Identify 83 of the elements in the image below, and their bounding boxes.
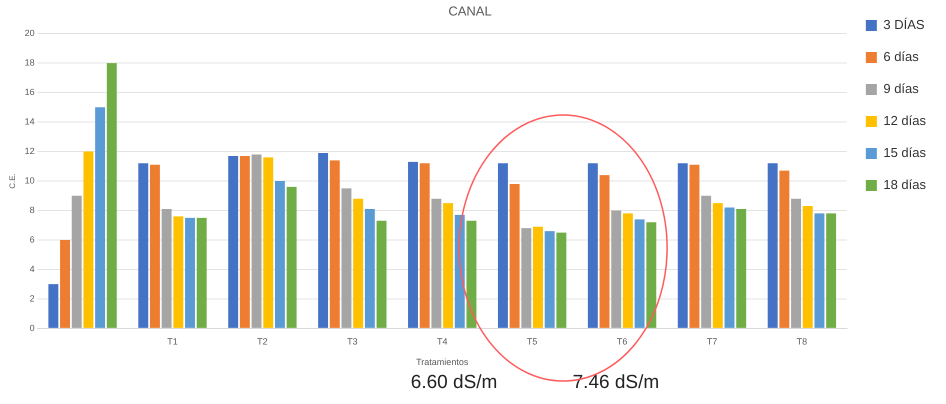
bar	[364, 209, 375, 328]
bar	[466, 220, 476, 328]
x-tick-label: T5	[526, 336, 538, 346]
bar	[498, 163, 508, 328]
bar	[420, 163, 430, 328]
bar	[95, 107, 106, 328]
legend-label: 9 días	[883, 81, 920, 96]
y-tick-label: 12	[24, 146, 35, 156]
x-tick-label: T2	[257, 336, 268, 346]
bar	[768, 163, 778, 328]
bar	[724, 208, 734, 328]
bar	[521, 228, 532, 328]
bar	[791, 198, 802, 328]
bar	[48, 284, 58, 328]
bar	[342, 188, 352, 328]
bar	[138, 163, 148, 328]
legend-label: 18 días	[883, 177, 926, 192]
bar	[286, 186, 297, 328]
bar	[150, 164, 160, 328]
bar	[60, 240, 70, 328]
legend-label: 6 días	[883, 49, 920, 64]
bar	[802, 206, 813, 328]
bar	[701, 196, 712, 328]
bar	[814, 213, 824, 328]
bar	[196, 218, 207, 328]
bar	[353, 198, 364, 328]
bar	[173, 216, 184, 328]
x-tick-label: T1	[167, 336, 178, 346]
bar	[376, 220, 387, 328]
bar	[72, 196, 82, 328]
x-tick-label: T6	[616, 336, 628, 346]
bar	[431, 198, 442, 328]
bar	[678, 163, 688, 328]
bar	[510, 184, 520, 328]
x-axis-title: Tratamientos	[416, 357, 469, 368]
bar	[826, 213, 836, 328]
y-tick-label: 4	[30, 264, 35, 274]
y-tick-label: 0	[30, 322, 35, 333]
bar	[240, 156, 250, 328]
bar	[185, 218, 195, 328]
y-tick-label: 16	[24, 87, 35, 98]
bar	[83, 152, 94, 328]
legend-label: 12 días	[883, 113, 926, 128]
bar	[533, 226, 543, 328]
bar	[252, 154, 262, 328]
bar	[689, 164, 700, 328]
bar	[408, 162, 418, 328]
y-tick-label: 14	[24, 116, 35, 127]
bar	[443, 203, 454, 328]
bar	[162, 209, 172, 328]
y-tick-label: 10	[24, 175, 35, 186]
bar	[544, 231, 555, 328]
y-tick-label: 20	[24, 28, 35, 38]
legend-label: 15 días	[883, 145, 926, 160]
bar	[611, 210, 622, 328]
y-axis-title: C.E.	[8, 173, 18, 189]
bar	[779, 170, 790, 328]
bar	[600, 175, 610, 328]
bar	[588, 163, 598, 328]
x-tick-label: T7	[706, 336, 718, 346]
x-tick-label: T8	[796, 336, 808, 346]
bar	[712, 203, 723, 328]
y-tick-label: 8	[30, 204, 35, 215]
text: 6.60 dS/m	[410, 372, 498, 394]
chart-title: CANAL	[448, 3, 492, 18]
bar	[622, 213, 633, 328]
x-tick-label: T4	[436, 336, 448, 346]
bar	[736, 209, 746, 328]
x-tick-label: T3	[347, 336, 358, 346]
y-tick-label: 6	[30, 234, 35, 244]
y-tick-label: 2	[30, 293, 35, 304]
bar	[634, 219, 645, 328]
bar	[330, 160, 340, 328]
y-tick-label: 18	[24, 58, 35, 68]
bar	[274, 181, 285, 328]
bar	[106, 63, 117, 328]
bar	[646, 222, 656, 328]
text: 7.46 dS/m	[572, 372, 660, 394]
bar	[228, 156, 238, 328]
legend-label: 3 DÍAS	[883, 17, 925, 32]
bar	[318, 152, 328, 328]
bar	[263, 157, 274, 328]
bar	[556, 232, 566, 328]
